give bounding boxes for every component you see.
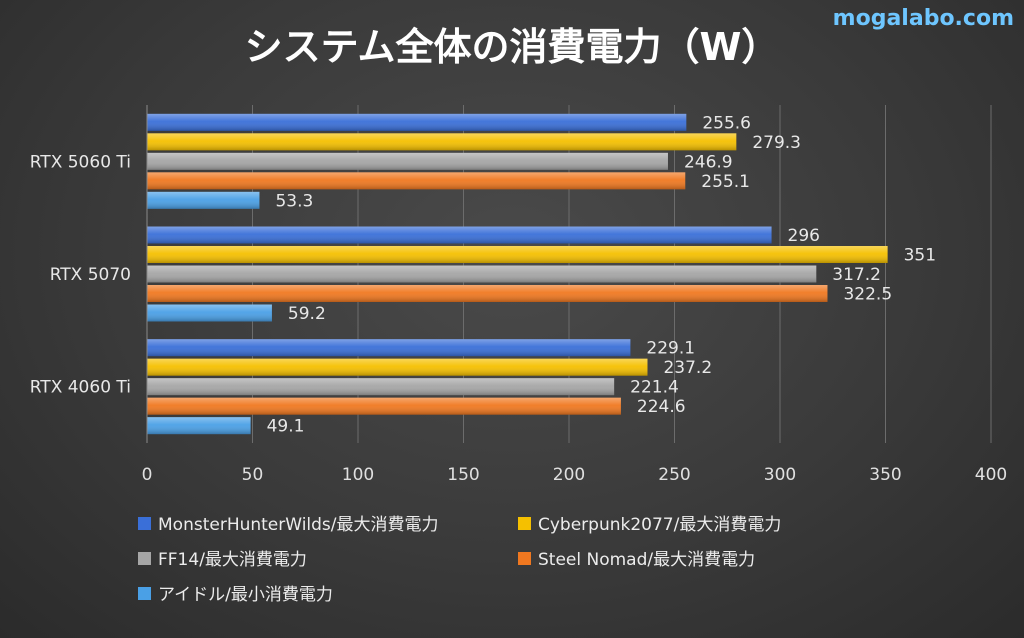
data-label: 59.2 bbox=[288, 304, 326, 324]
x-tick-label: 50 bbox=[242, 465, 264, 485]
legend-label: アイドル/最小消費電力 bbox=[158, 585, 333, 605]
legend-label: Steel Nomad/最大消費電力 bbox=[538, 550, 755, 570]
legend-swatch bbox=[138, 552, 151, 565]
data-label: 53.3 bbox=[275, 191, 313, 211]
bar-shine bbox=[147, 285, 828, 302]
data-label: 322.5 bbox=[843, 285, 892, 305]
data-label: 237.2 bbox=[663, 358, 712, 378]
data-label: 255.1 bbox=[701, 172, 750, 192]
bar-shine bbox=[147, 172, 686, 190]
x-tick-label: 300 bbox=[764, 465, 796, 485]
data-label: 255.6 bbox=[702, 113, 751, 133]
bar-shine bbox=[147, 226, 772, 244]
data-label: 49.1 bbox=[267, 417, 305, 437]
bar-shine bbox=[147, 339, 631, 357]
x-tick-label: 250 bbox=[658, 465, 690, 485]
chart-title: システム全体の消費電力（W） bbox=[245, 25, 780, 69]
x-tick-label: 150 bbox=[447, 465, 479, 485]
category-label: RTX 4060 Ti bbox=[30, 378, 131, 398]
legend-swatch bbox=[138, 517, 151, 530]
x-tick-label: 0 bbox=[142, 465, 153, 485]
bar-shine bbox=[147, 397, 621, 415]
data-label: 279.3 bbox=[752, 133, 801, 153]
legend-label: Cyberpunk2077/最大消費電力 bbox=[538, 515, 781, 535]
legend-label: FF14/最大消費電力 bbox=[158, 550, 307, 570]
category-label: RTX 5070 bbox=[50, 265, 131, 285]
bars bbox=[147, 113, 888, 435]
x-tick-label: 350 bbox=[869, 465, 901, 485]
bar-shine bbox=[147, 191, 260, 209]
bar-shine bbox=[147, 358, 648, 376]
legend: MonsterHunterWilds/最大消費電力 Cyberpunk2077/最… bbox=[138, 515, 781, 605]
data-label: 224.6 bbox=[637, 397, 686, 417]
legend-label: MonsterHunterWilds/最大消費電力 bbox=[158, 515, 439, 535]
bar-shine bbox=[147, 152, 668, 170]
brand-watermark: mogalabo.com bbox=[833, 6, 1014, 31]
category-label: RTX 5060 Ti bbox=[30, 152, 131, 172]
bar-shine bbox=[147, 378, 615, 396]
legend-swatch bbox=[138, 587, 151, 600]
x-tick-label: 100 bbox=[342, 465, 374, 485]
axes: 0 50 100 150 200 250 300 350 400 RTX 5060 Ti RTX 5… bbox=[30, 105, 1007, 485]
legend-swatch bbox=[518, 517, 531, 530]
data-label: 246.9 bbox=[684, 152, 733, 172]
bar-shine bbox=[147, 265, 817, 283]
bar-shine bbox=[147, 133, 737, 151]
data-label: 229.1 bbox=[646, 339, 695, 359]
bar-shine bbox=[147, 246, 888, 263]
bar-shine bbox=[147, 417, 251, 435]
x-tick-label: 400 bbox=[975, 465, 1007, 485]
data-label: 317.2 bbox=[832, 265, 881, 285]
bar-shine bbox=[147, 113, 687, 131]
x-tick-label: 200 bbox=[553, 465, 585, 485]
data-label: 351 bbox=[904, 246, 936, 266]
bar-shine bbox=[147, 304, 272, 322]
data-label: 296 bbox=[788, 226, 820, 246]
legend-swatch bbox=[518, 552, 531, 565]
data-label: 221.4 bbox=[630, 378, 679, 398]
